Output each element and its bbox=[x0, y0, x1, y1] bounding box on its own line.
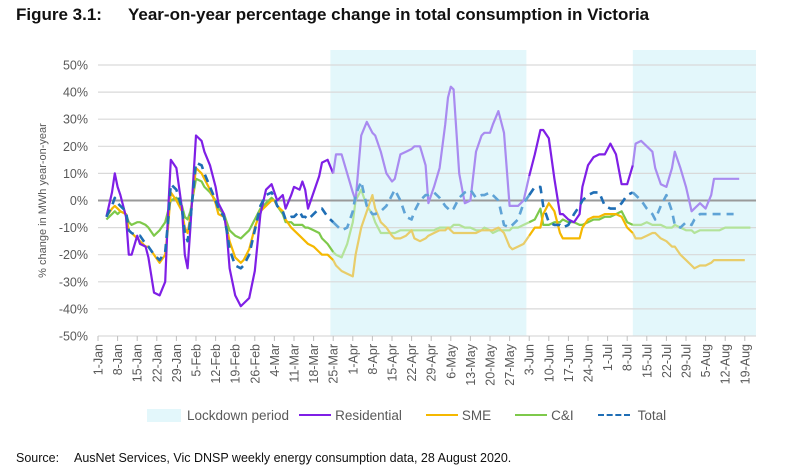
series-line-sme-seg-2 bbox=[528, 202, 634, 240]
series-line-total-seg-1 bbox=[332, 180, 531, 232]
series-line-c-i-seg-3 bbox=[632, 221, 751, 235]
x-tick-label: 29-Apr bbox=[425, 344, 439, 382]
series-line-total-seg-2 bbox=[528, 185, 634, 229]
x-tick-label: 26-Feb bbox=[248, 344, 262, 384]
y-tick-label: 30% bbox=[63, 113, 88, 127]
x-tick-label: 5-Aug bbox=[699, 344, 713, 377]
y-axis-title: % change in MWh year-on-year bbox=[37, 123, 49, 278]
legend-label: Residential bbox=[335, 407, 402, 423]
legend-label: C&I bbox=[551, 407, 574, 423]
x-tick-label: 8-Jan bbox=[111, 344, 125, 375]
y-tick-label: 20% bbox=[63, 140, 88, 154]
y-tick-label: 50% bbox=[63, 59, 88, 73]
legend-swatch-lockdown bbox=[147, 408, 181, 422]
legend-swatch-residential bbox=[299, 414, 332, 416]
y-tick-label: 10% bbox=[63, 167, 88, 181]
y-axis-ticks: 50% 40% 30% 20% 10% 0% -10% -20% -30% -40% -50% bbox=[59, 59, 88, 344]
x-tick-label: 10-Jun bbox=[542, 344, 556, 382]
x-tick-label: 1-Jul bbox=[601, 344, 615, 371]
source-label: Source: bbox=[16, 451, 60, 465]
figure-number: Figure 3.1: bbox=[16, 5, 102, 24]
x-tick-label: 1-Apr bbox=[346, 344, 360, 375]
legend-swatch-total bbox=[597, 414, 630, 416]
legend-swatch-ci bbox=[515, 414, 548, 416]
source-note: Source: AusNet Services, Vic DNSP weekly … bbox=[16, 451, 511, 465]
legend-swatch-sme bbox=[425, 414, 458, 416]
series-line-residential-seg-1 bbox=[332, 85, 531, 207]
x-tick-label: 22-Jul bbox=[660, 344, 674, 378]
x-tick-label: 15-Apr bbox=[386, 344, 400, 382]
x-tick-label: 5-Feb bbox=[190, 344, 204, 377]
x-tick-label: 22-Apr bbox=[405, 344, 419, 382]
series-line-residential-seg-3 bbox=[631, 139, 740, 213]
figure-title: Figure 3.1: Year-on-year percentage chang… bbox=[16, 5, 649, 25]
x-tick-label: 25-Mar bbox=[327, 344, 341, 384]
legend-item-residential: Residential bbox=[299, 408, 416, 423]
lockdown-region-2 bbox=[632, 50, 756, 336]
series-line-sme-seg-3 bbox=[631, 231, 745, 270]
x-tick-label: 27-May bbox=[503, 343, 517, 385]
x-tick-label: 15-Jul bbox=[640, 344, 654, 378]
x-tick-label: 11-Mar bbox=[288, 344, 302, 383]
legend-label: Total bbox=[637, 407, 667, 423]
x-tick-label: 24-Jun bbox=[582, 344, 596, 382]
x-tick-label: 22-Jan bbox=[150, 344, 164, 382]
x-tick-label: 18-Mar bbox=[307, 344, 321, 384]
legend-label: Lockdown period bbox=[187, 407, 290, 423]
x-tick-label: 29-Jan bbox=[170, 344, 184, 382]
x-tick-label: 3-Jun bbox=[523, 344, 537, 375]
y-tick-label: -40% bbox=[59, 302, 88, 316]
y-tick-label: 40% bbox=[63, 86, 88, 100]
legend: Lockdown period Residential SME C&I Tota… bbox=[147, 406, 676, 424]
x-tick-label: 19-Feb bbox=[229, 344, 243, 384]
x-tick-label: 12-Feb bbox=[209, 344, 223, 384]
legend-label: SME bbox=[461, 407, 492, 423]
series-line-sme-seg-1 bbox=[332, 194, 531, 278]
y-tick-label: -50% bbox=[59, 330, 88, 344]
figure-title-text: Year-on-year percentage change in total … bbox=[128, 5, 650, 24]
x-tick-label: 6-May bbox=[444, 343, 458, 378]
legend-item-total: Total bbox=[597, 407, 667, 423]
legend-item-sme: SME bbox=[425, 407, 505, 423]
y-tick-label: -30% bbox=[59, 275, 88, 289]
series-line-total-seg-3 bbox=[631, 191, 734, 229]
y-tick-label: -10% bbox=[59, 221, 88, 235]
source-text: AusNet Services, Vic DNSP weekly energy … bbox=[74, 451, 512, 465]
x-tick-label: 17-Jun bbox=[562, 344, 576, 382]
x-axis-ticks: 1-Jan 8-Jan 15-Jan 22-Jan 29-Jan 5-Feb 12-Feb 1… bbox=[92, 336, 752, 386]
x-tick-label: 4-Mar bbox=[268, 344, 282, 377]
x-tick-label: 13-May bbox=[464, 343, 478, 385]
legend-item-lockdown: Lockdown period bbox=[147, 408, 289, 423]
x-tick-label: 8-Apr bbox=[366, 344, 380, 375]
y-tick-label: -20% bbox=[59, 248, 88, 262]
series-lines bbox=[105, 85, 751, 308]
legend-item-ci: C&I bbox=[515, 408, 588, 423]
series-line-residential-seg-2 bbox=[528, 128, 634, 224]
x-tick-label: 1-Jan bbox=[92, 344, 106, 375]
x-tick-label: 20-May bbox=[484, 343, 498, 385]
y-tick-label: 0% bbox=[70, 194, 88, 208]
series-line-residential-seg-0 bbox=[105, 134, 335, 308]
series-line-sme-seg-0 bbox=[105, 166, 334, 264]
x-tick-label: 29-Jul bbox=[680, 344, 694, 378]
x-tick-label: 19-Aug bbox=[738, 344, 752, 384]
x-tick-label: 15-Jan bbox=[131, 344, 145, 382]
series-line-total-seg-0 bbox=[105, 161, 335, 270]
x-tick-label: 8-Jul bbox=[621, 344, 635, 371]
x-tick-label: 12-Aug bbox=[719, 344, 733, 384]
